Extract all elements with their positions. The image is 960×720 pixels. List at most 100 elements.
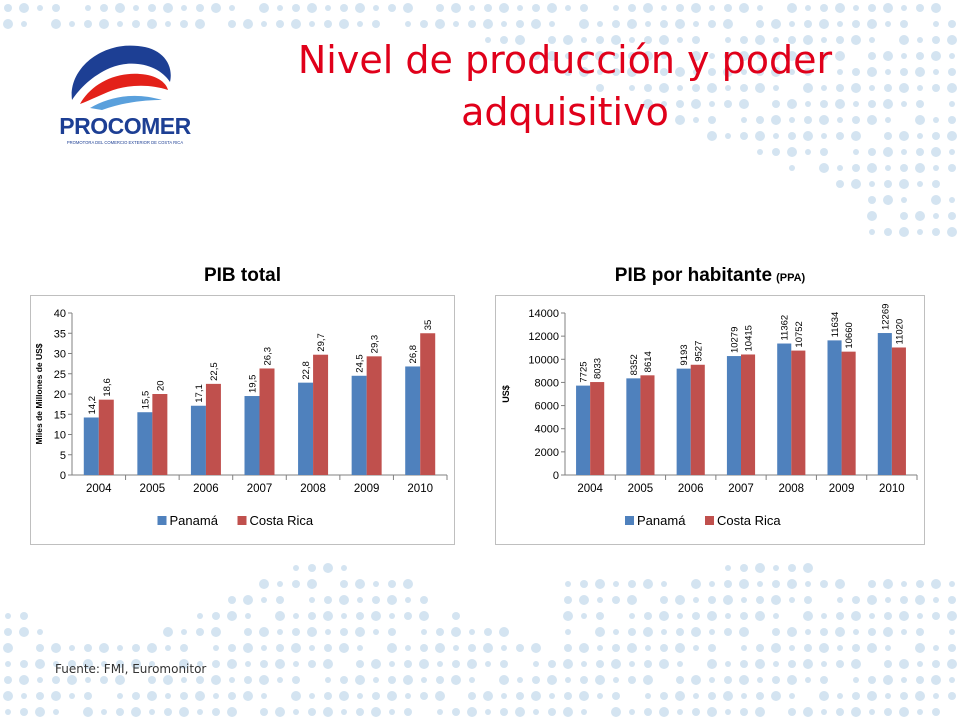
background-dot xyxy=(724,628,732,636)
data-label: 8352 xyxy=(629,354,640,375)
background-dot xyxy=(435,19,445,29)
background-dot xyxy=(515,707,525,717)
background-dot xyxy=(725,133,731,139)
background-dot xyxy=(805,101,811,107)
background-dot xyxy=(883,195,893,205)
background-dot xyxy=(340,580,348,588)
background-dot xyxy=(356,708,364,716)
background-dot xyxy=(627,67,637,77)
background-dot xyxy=(836,180,844,188)
background-dot xyxy=(885,597,891,603)
background-dot xyxy=(884,180,892,188)
background-dot xyxy=(900,692,908,700)
background-dot xyxy=(372,596,380,604)
background-dot xyxy=(437,709,443,715)
background-dot xyxy=(179,707,189,717)
background-dot xyxy=(245,661,251,667)
background-dot xyxy=(917,181,923,187)
legend-swatch-panama xyxy=(157,516,167,525)
background-dot xyxy=(867,67,877,77)
background-dot xyxy=(820,676,828,684)
background-dot xyxy=(883,579,893,589)
background-dot xyxy=(851,179,861,189)
background-dot xyxy=(660,68,668,76)
background-dot xyxy=(820,148,828,156)
legend-swatch-panama xyxy=(625,516,634,525)
background-dot xyxy=(789,693,795,699)
background-dot xyxy=(5,613,11,619)
background-dot xyxy=(613,53,619,59)
background-dot xyxy=(755,707,765,717)
y-tick-label: 15 xyxy=(54,409,66,421)
background-dot xyxy=(915,643,925,653)
background-dot xyxy=(787,579,797,589)
background-dot xyxy=(868,148,876,156)
background-dot xyxy=(740,132,748,140)
background-dot xyxy=(212,660,220,668)
background-dot xyxy=(164,708,172,716)
bar-panama xyxy=(576,385,591,475)
background-dot xyxy=(467,707,477,717)
background-dot xyxy=(403,579,413,589)
background-dot xyxy=(805,53,811,59)
background-dot xyxy=(820,4,828,12)
bar-panama xyxy=(83,417,99,475)
background-dot xyxy=(275,659,285,669)
chart-title: PIB total xyxy=(204,265,281,286)
background-dot xyxy=(932,132,940,140)
background-dot xyxy=(932,36,940,44)
background-dot xyxy=(597,645,603,651)
bar-costa-rica xyxy=(841,351,856,475)
background-dot xyxy=(612,20,620,28)
background-dot xyxy=(739,579,749,589)
background-dot xyxy=(277,5,283,11)
background-dot xyxy=(899,227,909,237)
background-dot xyxy=(629,37,635,43)
background-dot xyxy=(533,709,539,715)
background-dot xyxy=(789,69,795,75)
background-dot xyxy=(708,596,716,604)
bar-costa-rica xyxy=(259,368,275,475)
background-dot xyxy=(355,579,365,589)
background-dot xyxy=(20,708,28,716)
background-dot xyxy=(100,676,108,684)
background-dot xyxy=(931,3,941,13)
background-dot xyxy=(899,131,909,141)
background-dot xyxy=(420,644,428,652)
y-tick-label: 12000 xyxy=(528,331,559,343)
background-dot xyxy=(917,709,923,715)
background-dot xyxy=(837,165,843,171)
background-dot xyxy=(724,100,732,108)
background-dot xyxy=(709,581,715,587)
background-dot xyxy=(932,228,940,236)
background-dot xyxy=(772,676,780,684)
background-dot xyxy=(805,677,811,683)
background-dot xyxy=(179,659,189,669)
background-dot xyxy=(691,675,701,685)
background-dot xyxy=(947,659,957,669)
background-dot xyxy=(691,51,701,61)
background-dot xyxy=(948,164,956,172)
background-dot xyxy=(563,611,573,621)
background-dot xyxy=(836,708,844,716)
background-dot xyxy=(821,85,827,91)
background-dot xyxy=(660,596,668,604)
background-dot xyxy=(181,677,187,683)
background-dot xyxy=(243,691,253,701)
chart-title: PIB por habitante (PPA) xyxy=(615,265,806,286)
data-label: 11020 xyxy=(894,319,905,345)
background-dot xyxy=(755,83,765,93)
background-dot xyxy=(837,69,843,75)
background-dot xyxy=(837,21,843,27)
background-dot xyxy=(517,5,523,11)
bar-panama xyxy=(676,368,691,475)
background-dot xyxy=(579,67,589,77)
background-dot xyxy=(836,84,844,92)
background-dot xyxy=(388,628,396,636)
background-dot xyxy=(772,580,780,588)
background-dot xyxy=(820,52,828,60)
background-dot xyxy=(787,675,797,685)
background-dot xyxy=(245,613,251,619)
background-dot xyxy=(501,21,507,27)
